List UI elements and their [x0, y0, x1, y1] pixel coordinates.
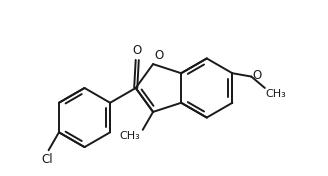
- Text: Cl: Cl: [41, 153, 53, 166]
- Text: O: O: [133, 44, 142, 57]
- Text: CH₃: CH₃: [266, 89, 286, 99]
- Text: O: O: [154, 49, 164, 62]
- Text: O: O: [252, 69, 261, 82]
- Text: CH₃: CH₃: [120, 131, 140, 141]
